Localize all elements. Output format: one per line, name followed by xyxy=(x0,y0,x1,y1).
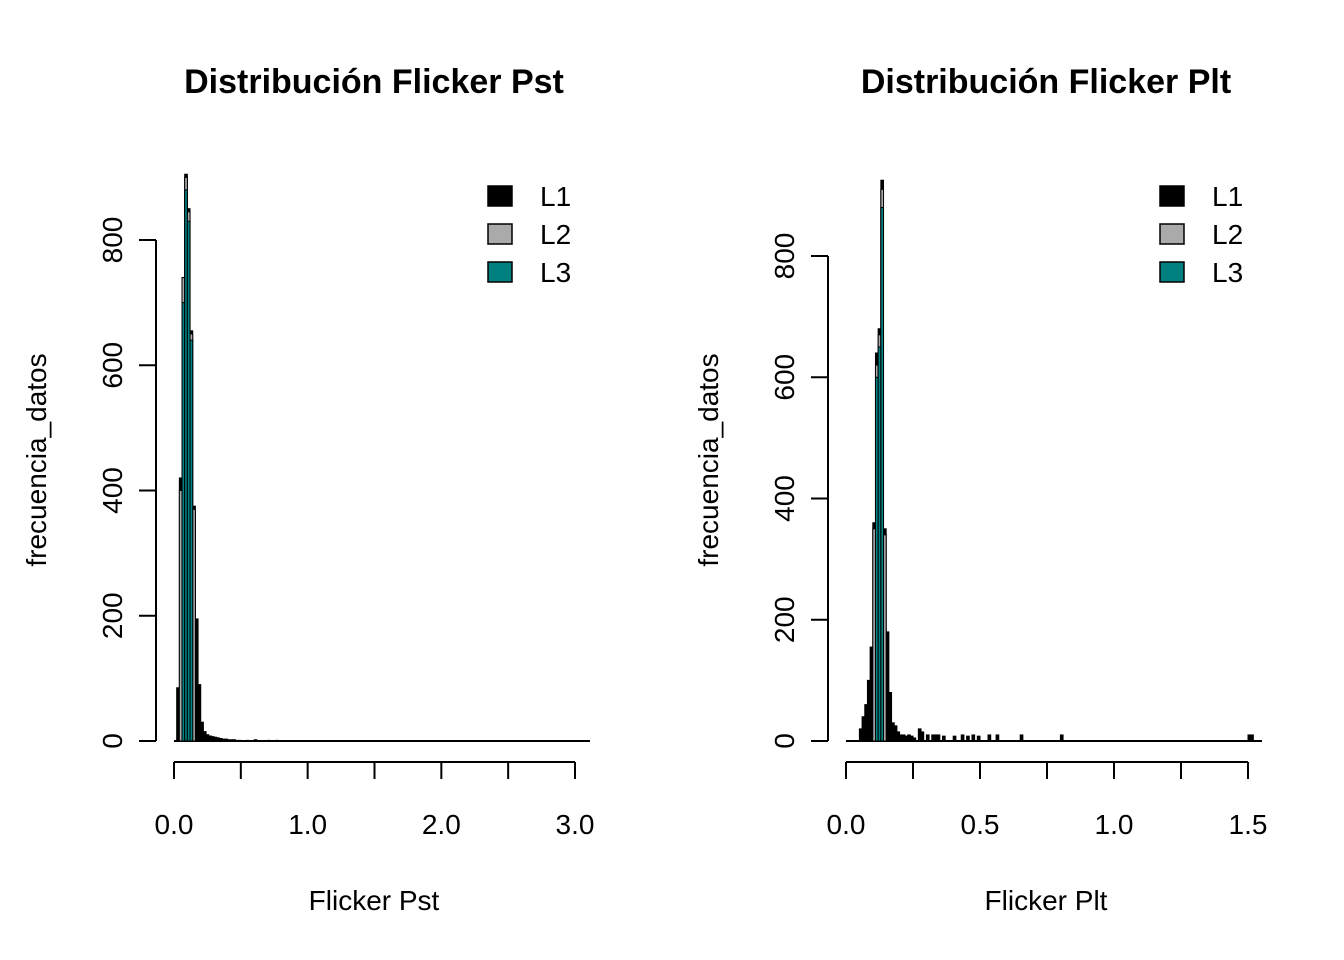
y-tick-label: 800 xyxy=(97,217,128,264)
bar-l1 xyxy=(1019,734,1024,742)
y-axis-label: frecuencia_datos xyxy=(693,353,724,566)
bar-l1 xyxy=(275,739,279,742)
y-tick-label: 400 xyxy=(769,475,800,522)
bar-l1 xyxy=(925,734,930,742)
y-tick-label: 0 xyxy=(97,733,128,749)
x-tick-label: 2.0 xyxy=(422,809,461,840)
y-tick-label: 600 xyxy=(97,342,128,389)
y-axis-label: frecuencia_datos xyxy=(21,353,52,566)
legend-label: L1 xyxy=(1212,181,1243,212)
bar-l1 xyxy=(1250,734,1254,742)
y-tick-label: 200 xyxy=(769,596,800,643)
bar-l1 xyxy=(237,739,242,742)
x-tick-label: 1.5 xyxy=(1229,809,1268,840)
bar-l3 xyxy=(880,207,885,742)
legend-swatch xyxy=(487,223,513,245)
legend-swatch xyxy=(1159,223,1185,245)
x-tick-label: 3.0 xyxy=(556,809,595,840)
bar-l1 xyxy=(253,739,258,742)
legend-label: L3 xyxy=(1212,257,1243,288)
x-axis: 0.0 0.5 1.0 1.5 xyxy=(827,761,1268,840)
bar-l1 xyxy=(1059,734,1064,742)
legend-swatch xyxy=(487,261,513,283)
x-tick-label: 0.0 xyxy=(827,809,866,840)
y-tick-label: 800 xyxy=(769,233,800,280)
bar-l3 xyxy=(189,339,194,742)
x-tick-label: 1.0 xyxy=(1095,809,1134,840)
bar-l1 xyxy=(888,692,893,742)
bar-l1 xyxy=(936,734,941,742)
bar-l1 xyxy=(987,734,992,742)
y-axis: 0 200 400 600 800 xyxy=(97,217,157,749)
bar-l1 xyxy=(912,737,917,742)
x-tick-label: 1.0 xyxy=(288,809,327,840)
legend-label: L3 xyxy=(540,257,571,288)
x-axis: 0.0 1.0 2.0 3.0 xyxy=(155,761,595,840)
bar-l1 xyxy=(960,734,965,742)
bar-l1 xyxy=(941,735,946,742)
x-axis-label: Flicker Plt xyxy=(985,885,1108,916)
panel-pst: Distribución Flicker Pst Flicker Pst fre… xyxy=(21,63,594,916)
legend-label: L2 xyxy=(540,219,571,250)
bar-l1 xyxy=(952,735,957,742)
bar-l1 xyxy=(966,735,970,742)
legend-swatch xyxy=(1159,261,1185,283)
bar-l1 xyxy=(995,734,1000,742)
bar-l1 xyxy=(267,739,271,742)
histogram-bars xyxy=(174,173,590,742)
legend-swatch xyxy=(487,185,513,207)
bar-l1 xyxy=(920,731,925,742)
x-tick-label: 0.5 xyxy=(961,809,1000,840)
bar-l1 xyxy=(971,734,976,742)
legend: L1 L2 L3 xyxy=(1159,181,1243,288)
bar-l1 xyxy=(197,684,202,742)
chart-title: Distribución Flicker Pst xyxy=(184,63,564,101)
bar-l1 xyxy=(976,735,981,742)
y-axis: 0 200 400 600 800 xyxy=(769,233,829,749)
chart-title: Distribución Flicker Plt xyxy=(861,63,1231,101)
x-tick-label: 0.0 xyxy=(155,809,194,840)
legend-label: L2 xyxy=(1212,219,1243,250)
panel-plt: Distribución Flicker Plt Flicker Plt fre… xyxy=(693,63,1267,916)
y-tick-label: 400 xyxy=(97,467,128,514)
histogram-bars xyxy=(846,179,1262,742)
legend: L1 L2 L3 xyxy=(487,181,571,288)
y-tick-label: 600 xyxy=(769,354,800,401)
x-axis-label: Flicker Pst xyxy=(309,885,440,916)
y-tick-label: 200 xyxy=(97,592,128,639)
y-tick-label: 0 xyxy=(769,733,800,749)
bar-l1 xyxy=(245,739,250,742)
legend-swatch xyxy=(1159,185,1185,207)
legend-label: L1 xyxy=(540,181,571,212)
